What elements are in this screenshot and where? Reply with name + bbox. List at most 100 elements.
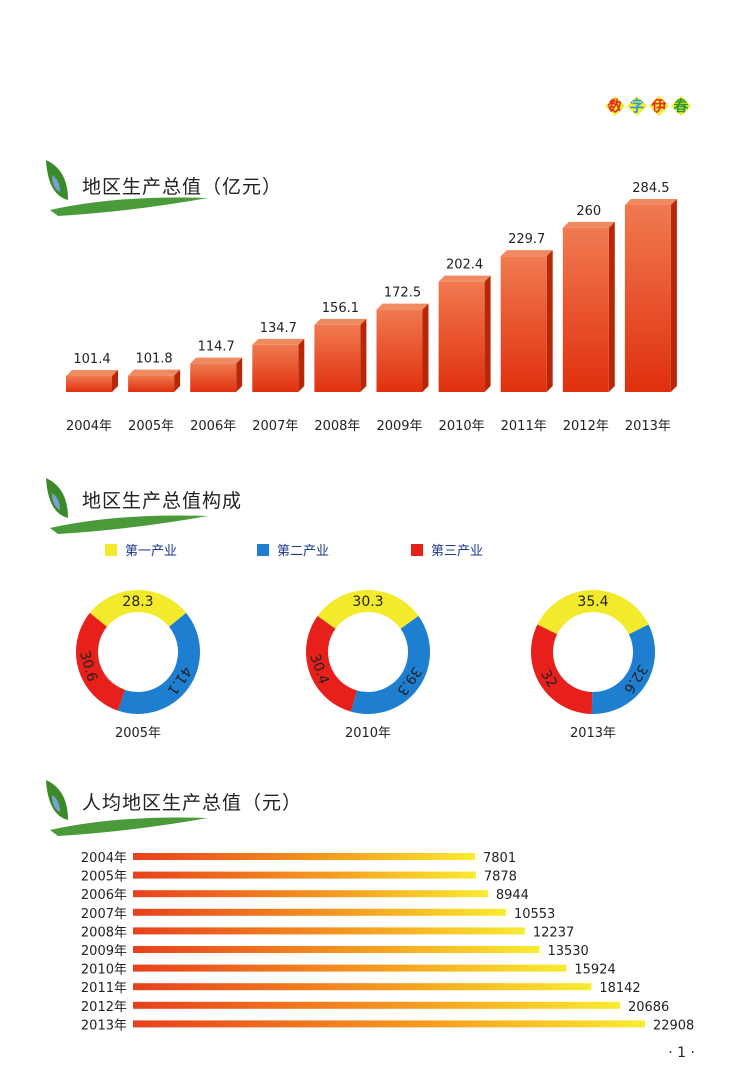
bar-side	[112, 370, 118, 392]
bar-side	[360, 318, 367, 392]
bar	[624, 204, 671, 392]
bar-top	[500, 250, 553, 257]
bar-side	[670, 198, 677, 392]
bar-value-label: 134.7	[260, 321, 297, 336]
donut-segment	[531, 624, 593, 714]
leaf-icon	[46, 478, 208, 534]
hbar	[133, 853, 475, 860]
bar-value-label: 202.4	[446, 258, 483, 273]
hbar	[133, 1020, 645, 1028]
hbar	[133, 908, 506, 916]
hbar	[133, 927, 525, 935]
bar-value-label: 260	[576, 204, 601, 219]
x-tick-label: 2009年	[376, 419, 422, 434]
composition-title: 地区生产总值构成	[82, 490, 243, 512]
brand-char: 字	[627, 96, 647, 116]
bar	[562, 227, 609, 392]
donut-value-label: 35.4	[577, 594, 608, 610]
bar-top	[190, 357, 243, 364]
bar-value-label: 284.5	[632, 181, 669, 196]
bar-top	[128, 369, 181, 376]
y-tick-label: 2012年	[81, 1000, 127, 1015]
donut-segment	[317, 590, 419, 629]
donut-year-label: 2013年	[570, 726, 616, 741]
y-tick-label: 2011年	[81, 981, 127, 996]
donut-segment	[350, 616, 431, 715]
bar-side	[608, 221, 615, 392]
donut-segment	[76, 612, 126, 711]
x-tick-label: 2013年	[625, 419, 671, 434]
donut-value-label: 28.3	[122, 594, 153, 610]
hbar-value-label: 15924	[574, 963, 615, 978]
hbar	[133, 1001, 620, 1009]
bar-side	[298, 338, 305, 392]
bar-value-label: 101.4	[73, 352, 110, 367]
legend-primary: 第一产业	[105, 540, 177, 559]
donut-year-label: 2005年	[115, 726, 161, 741]
bar	[252, 344, 299, 392]
donut-segment	[89, 590, 187, 627]
hbar	[133, 890, 488, 898]
hbar-value-label: 8944	[496, 888, 529, 903]
donut-segment	[117, 612, 200, 714]
hbar	[133, 871, 476, 879]
legend-label: 第一产业	[125, 544, 178, 559]
hbar	[133, 964, 567, 972]
x-tick-label: 2006年	[190, 419, 236, 434]
legend-tertiary: 第三产业	[411, 540, 483, 559]
bar-value-label: 229.7	[508, 232, 545, 247]
hbar-value-label: 10553	[514, 907, 555, 922]
bar	[314, 324, 361, 392]
bar-side	[422, 303, 429, 392]
y-tick-label: 2006年	[81, 888, 127, 903]
hbar-value-label: 7801	[483, 851, 516, 866]
bar	[66, 376, 112, 392]
brand-char: 数	[605, 96, 625, 116]
bar-top	[252, 338, 305, 345]
bar-value-label: 101.8	[135, 352, 172, 367]
bar-value-label: 172.5	[384, 286, 421, 301]
x-tick-label: 2004年	[66, 419, 112, 434]
bar-side	[236, 357, 243, 392]
bar-top	[562, 221, 615, 228]
legend-label: 第三产业	[431, 544, 484, 559]
bar-value-label: 156.1	[322, 301, 359, 316]
legend-secondary: 第二产业	[257, 540, 329, 559]
y-tick-label: 2007年	[81, 907, 127, 922]
bar-top	[438, 275, 491, 282]
leaf-icon	[46, 160, 208, 216]
y-tick-label: 2008年	[81, 925, 127, 940]
donut-value-label: 32	[537, 667, 560, 691]
hbar-value-label: 12237	[533, 925, 574, 940]
x-tick-label: 2008年	[314, 419, 360, 434]
x-tick-label: 2005年	[128, 419, 174, 434]
bar-side	[546, 250, 553, 392]
x-tick-label: 2010年	[439, 419, 485, 434]
hbar	[133, 983, 592, 991]
donut-segment	[305, 616, 357, 712]
bar	[500, 256, 547, 392]
brand-char: 春	[671, 96, 691, 116]
bar	[438, 281, 485, 392]
x-tick-label: 2012年	[563, 419, 609, 434]
hbar-value-label: 18142	[599, 981, 640, 996]
y-tick-label: 2013年	[81, 1018, 127, 1033]
gdp-title: 地区生产总值（亿元）	[82, 176, 283, 198]
legend-label: 第二产业	[277, 544, 330, 559]
leaf-icon	[46, 780, 208, 836]
page-number: · 1 ·	[668, 1045, 695, 1061]
bar	[376, 309, 423, 392]
x-tick-label: 2007年	[252, 419, 298, 434]
y-tick-label: 2009年	[81, 944, 127, 959]
brand-char: 伊	[649, 96, 669, 116]
hbar-value-label: 7878	[484, 870, 517, 885]
y-tick-label: 2004年	[81, 851, 127, 866]
donut-year-label: 2010年	[345, 726, 391, 741]
x-tick-label: 2011年	[501, 419, 547, 434]
bar-value-label: 114.7	[198, 340, 235, 355]
hbar-value-label: 13530	[547, 944, 588, 959]
hbar-value-label: 20686	[628, 1000, 669, 1015]
donut-segment	[537, 590, 649, 635]
bar-top	[624, 198, 677, 205]
